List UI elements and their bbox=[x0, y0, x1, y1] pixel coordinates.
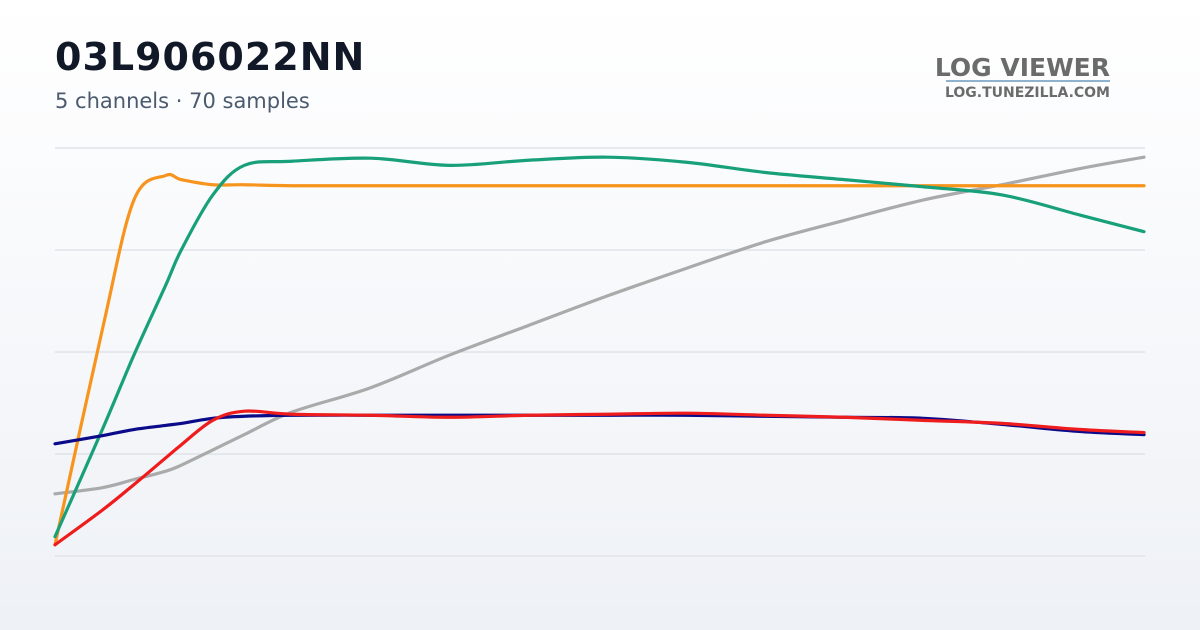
series-line bbox=[53, 155, 1146, 496]
brand-name: LOG VIEWER bbox=[935, 53, 1110, 82]
series-line bbox=[53, 413, 1146, 446]
chart-subtitle: 5 channels · 70 samples bbox=[55, 89, 310, 113]
chart-title: 03L906022NN bbox=[55, 35, 365, 79]
series-line bbox=[53, 172, 1146, 547]
series-line bbox=[53, 155, 1146, 539]
series-line bbox=[53, 409, 1146, 547]
plot-area bbox=[53, 147, 1146, 557]
brand-url: LOG.TUNEZILLA.COM bbox=[945, 85, 1110, 101]
